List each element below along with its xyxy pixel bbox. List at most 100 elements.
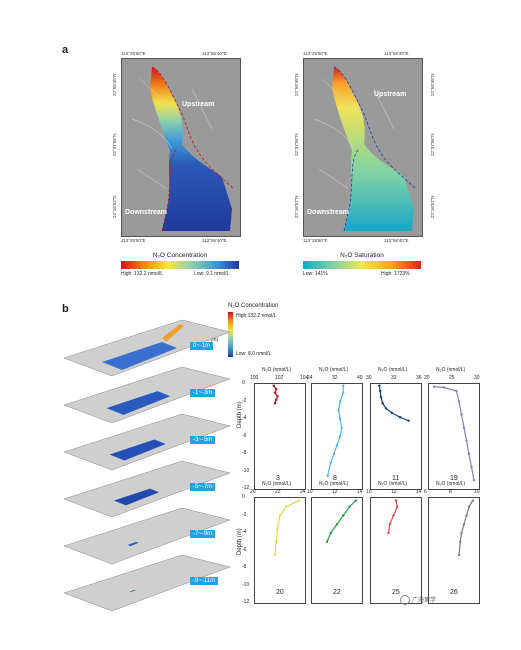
station-label: 20 bbox=[276, 589, 284, 596]
saturation-map: Upstream Downstream bbox=[303, 58, 423, 237]
panel-a-label: a bbox=[62, 44, 69, 56]
layer-label-5: -7~-9m bbox=[190, 530, 216, 538]
lat-sat-r3: 22°16'52"N bbox=[430, 195, 435, 218]
profile-point bbox=[467, 505, 471, 508]
x-tick-label: 10 bbox=[307, 489, 313, 495]
b-legend-title: N₂O Concentration bbox=[228, 303, 279, 309]
y-tick-label: -4 bbox=[242, 415, 247, 421]
depth-layer-5 bbox=[63, 507, 231, 565]
profile-point bbox=[329, 461, 332, 464]
profile-point bbox=[275, 540, 278, 543]
profile-point bbox=[379, 395, 383, 399]
layer-water bbox=[106, 391, 171, 415]
layer-plane bbox=[63, 460, 231, 518]
profile-point bbox=[457, 553, 461, 557]
upstream-label: Upstream bbox=[182, 101, 215, 108]
panel-b-label: b bbox=[62, 303, 69, 315]
profile-point bbox=[396, 505, 399, 508]
coord-top-left: 113°25'50"E bbox=[121, 51, 146, 56]
profile-point bbox=[335, 444, 339, 447]
profile-point bbox=[338, 435, 342, 438]
profile-point bbox=[276, 395, 279, 398]
profile-point bbox=[378, 384, 381, 387]
profile-point bbox=[325, 540, 329, 543]
y-tick-label: 0 bbox=[242, 380, 245, 386]
x-axis-title: N₂O (nmol/L) bbox=[319, 481, 349, 487]
coord-sat-top-left: 113°25'50"E bbox=[303, 51, 328, 56]
profile-point bbox=[342, 514, 345, 517]
y-tick-label: -12 bbox=[242, 599, 250, 605]
layer-water bbox=[114, 488, 159, 506]
profile-point bbox=[342, 391, 345, 394]
conc-colorbar-title: N₂O Concentration bbox=[152, 252, 208, 259]
profile-chart-11: 11 bbox=[370, 383, 422, 490]
profile-point bbox=[462, 523, 466, 526]
station-label: 22 bbox=[333, 589, 341, 596]
layer-label-6: -9~-11m bbox=[190, 577, 219, 585]
profile-point bbox=[378, 389, 382, 393]
sat-colorbar bbox=[303, 261, 421, 269]
layer-upstream-hotspot bbox=[162, 324, 184, 342]
profile-point bbox=[442, 386, 446, 389]
b-legend-low: Low: 8.0 nmol/L bbox=[236, 351, 272, 357]
x-tick-label: 12 bbox=[391, 489, 397, 495]
lat-label-3: 22°16'52"N bbox=[112, 195, 117, 218]
profile-point bbox=[387, 531, 390, 535]
depth-layer-1 bbox=[63, 319, 231, 377]
profile-point bbox=[348, 505, 351, 508]
lat-label-1: 22°58'45"N bbox=[112, 73, 117, 96]
profile-point bbox=[388, 523, 391, 526]
profile-point bbox=[326, 474, 329, 478]
profile-point bbox=[381, 402, 384, 405]
y-tick-label: -2 bbox=[242, 511, 247, 518]
conc-high-label: High: 132.2 nmol/L bbox=[121, 271, 163, 277]
x-axis-title: N₂O (nmol/L) bbox=[378, 481, 408, 487]
profile-line bbox=[387, 500, 398, 534]
profile-point bbox=[338, 400, 342, 403]
layer-water bbox=[109, 439, 166, 461]
x-axis-title: N₂O (nmol/L) bbox=[262, 481, 292, 487]
profile-point bbox=[354, 499, 357, 502]
x-tick-label: 6 bbox=[424, 489, 427, 495]
profile-line bbox=[458, 500, 474, 555]
depth-layer-4 bbox=[63, 460, 231, 518]
b-legend-high: High:132.2 nmol/L bbox=[236, 313, 277, 319]
profile-point bbox=[329, 531, 332, 535]
depth-axis-label-bottom: Depth (m) bbox=[237, 528, 243, 555]
profile-point bbox=[470, 465, 473, 469]
coord-sat-bottom-left: 113°25'50"E bbox=[303, 238, 328, 243]
x-tick-label: 22 bbox=[275, 489, 281, 495]
profile-point bbox=[407, 419, 410, 422]
profile-chart-20: 20 bbox=[254, 497, 306, 604]
x-axis-title: N₂O (nmol/L) bbox=[262, 367, 292, 373]
coord-sat-bottom-right: 113°56'40"E bbox=[384, 238, 409, 243]
coord-top-right: 113°56'40"E bbox=[202, 51, 227, 56]
profile-point bbox=[273, 553, 277, 557]
layer-water bbox=[102, 342, 177, 370]
layer-label-3: -3~-5m bbox=[190, 436, 216, 444]
conc-low-label: Low: 9.1 nmol/L bbox=[194, 271, 230, 277]
depth-layer-6 bbox=[63, 554, 231, 612]
y-tick-label: -8 bbox=[242, 450, 247, 456]
x-tick-label: 24 bbox=[300, 489, 306, 495]
x-tick-label: 30 bbox=[366, 375, 372, 381]
layer-water bbox=[127, 541, 139, 547]
profile-chart-22: 22 bbox=[311, 497, 363, 604]
y-tick-label: -2 bbox=[242, 397, 247, 404]
x-tick-label: 104 bbox=[300, 375, 309, 381]
y-tick-label: -10 bbox=[242, 581, 250, 588]
layer-label-2: -1~-3m bbox=[190, 389, 216, 397]
depth-axis-label-top: Depth (m) bbox=[237, 401, 243, 428]
upstream-label-sat: Upstream bbox=[374, 91, 407, 98]
x-tick-label: 12 bbox=[332, 489, 338, 495]
profile-point bbox=[465, 439, 468, 443]
profile-point bbox=[342, 384, 345, 387]
x-tick-label: 102 bbox=[275, 375, 284, 381]
y-tick-label: -4 bbox=[242, 529, 247, 535]
x-tick-label: 14 bbox=[357, 489, 363, 495]
profile-point bbox=[459, 540, 462, 543]
lat-sat-2: 22°37'56"N bbox=[294, 133, 299, 156]
b-legend-colorbar bbox=[228, 312, 233, 357]
y-tick-label: 0 bbox=[242, 494, 245, 500]
profile-point bbox=[278, 514, 282, 517]
